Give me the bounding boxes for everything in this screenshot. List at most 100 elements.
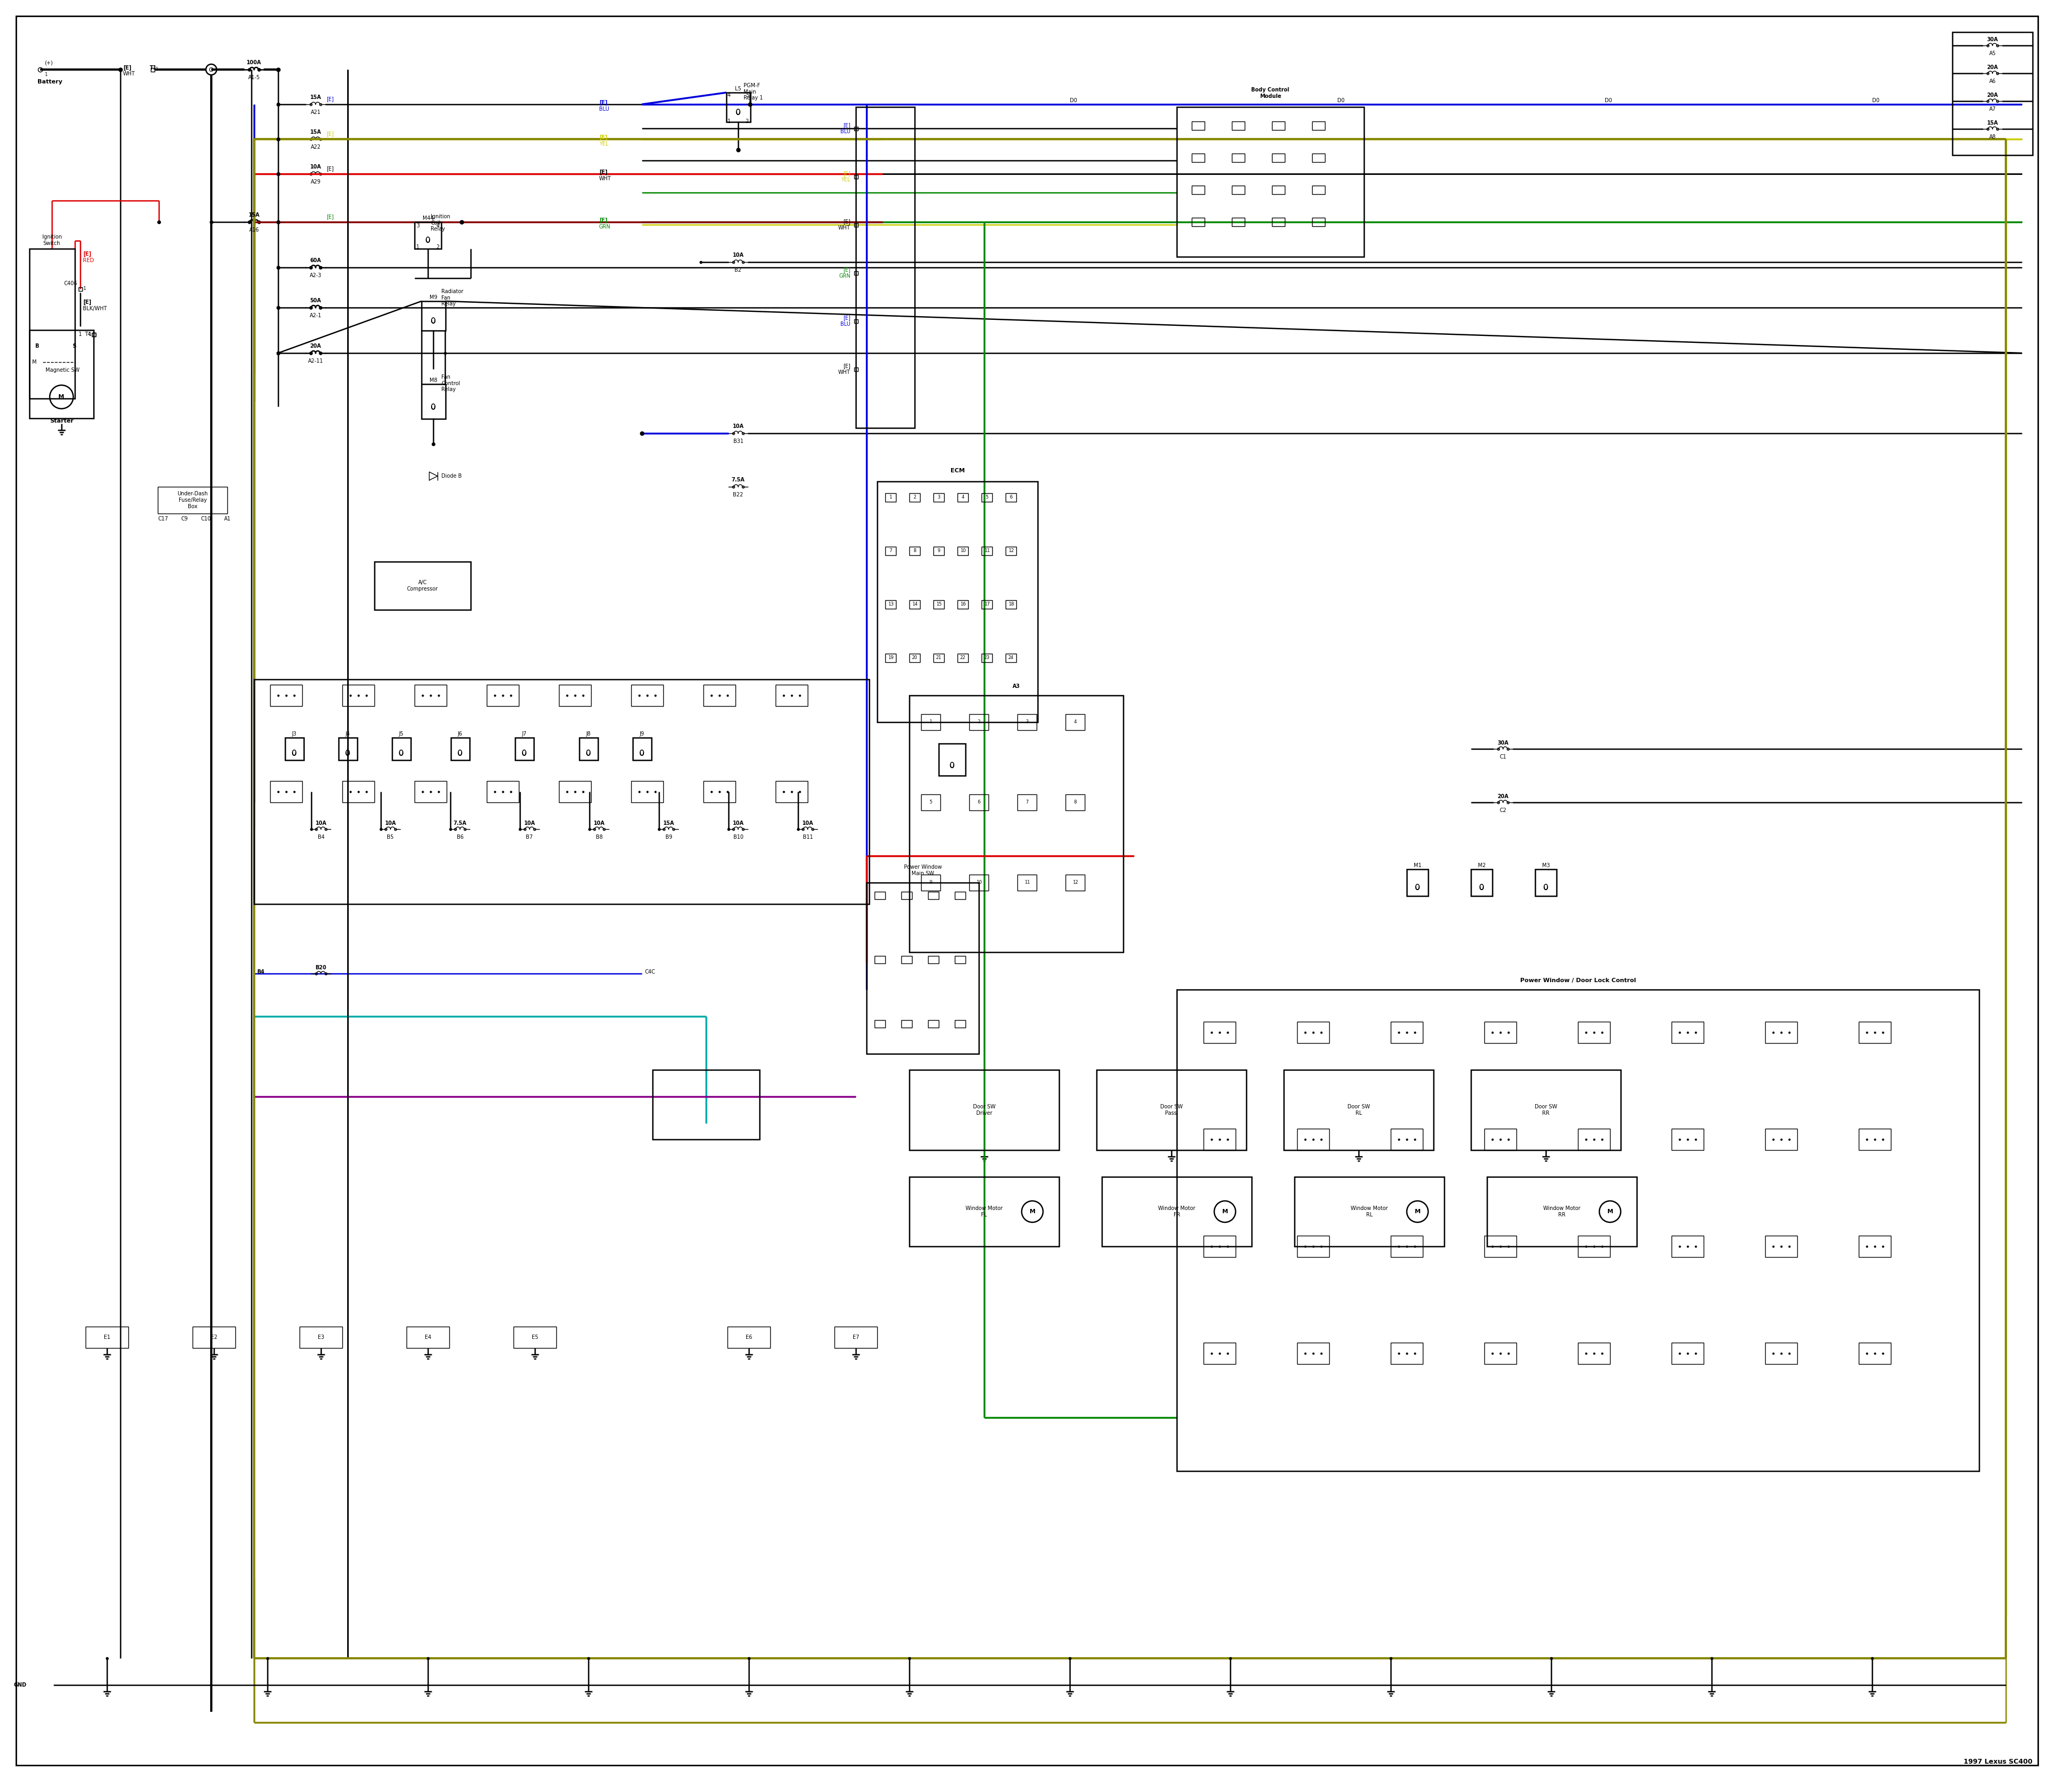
Text: 7: 7: [1025, 799, 1029, 805]
Text: Window Motor
RR: Window Motor RR: [1543, 1206, 1580, 1217]
Bar: [1953, 32, 2033, 156]
Text: M: M: [60, 394, 64, 400]
Text: 10A: 10A: [801, 821, 813, 826]
Text: 8: 8: [1074, 799, 1076, 805]
Bar: [1313, 186, 1325, 194]
Bar: [854, 367, 859, 371]
Text: [E]
WHT: [E] WHT: [838, 219, 850, 231]
Bar: [854, 176, 859, 179]
Text: 10: 10: [959, 548, 965, 554]
Bar: [1271, 217, 1286, 226]
Bar: [343, 685, 374, 706]
Text: 8: 8: [914, 548, 916, 554]
Bar: [452, 738, 470, 760]
Bar: [1391, 1342, 1423, 1364]
Bar: [957, 547, 967, 556]
Text: C9: C9: [181, 516, 189, 521]
Bar: [1271, 186, 1286, 194]
Text: Door SW
RL: Door SW RL: [1347, 1104, 1370, 1116]
Bar: [1204, 1129, 1237, 1150]
Bar: [727, 1326, 770, 1348]
Bar: [955, 1020, 965, 1027]
Text: 10A: 10A: [733, 253, 744, 258]
Text: A2-1: A2-1: [310, 314, 322, 319]
Bar: [957, 600, 967, 609]
Bar: [727, 93, 750, 122]
Text: Power Window / Door Lock Control: Power Window / Door Lock Control: [1520, 978, 1635, 984]
Text: 9: 9: [937, 548, 941, 554]
Text: A/C
Compressor: A/C Compressor: [407, 581, 438, 591]
Text: [E]
GRN: [E] GRN: [838, 267, 850, 278]
Text: 18: 18: [1009, 602, 1015, 607]
Text: 2: 2: [746, 118, 750, 124]
Bar: [158, 487, 228, 514]
Bar: [579, 738, 598, 760]
Text: ECM: ECM: [951, 468, 965, 473]
Bar: [902, 892, 912, 900]
Bar: [955, 955, 965, 964]
Text: M: M: [1029, 1210, 1035, 1215]
Text: E4: E4: [425, 1335, 431, 1340]
Text: B4: B4: [257, 969, 265, 975]
Bar: [982, 547, 992, 556]
Text: B2: B2: [735, 267, 741, 272]
Text: 1: 1: [417, 244, 419, 249]
Text: Door SW
Pass.: Door SW Pass.: [1161, 1104, 1183, 1116]
Bar: [702, 685, 735, 706]
Text: 10A: 10A: [733, 423, 744, 428]
Text: 15A: 15A: [310, 95, 320, 100]
Text: A2-11: A2-11: [308, 358, 322, 364]
Bar: [29, 249, 74, 398]
Bar: [339, 738, 357, 760]
Text: 15A: 15A: [663, 821, 674, 826]
Text: (+): (+): [45, 59, 53, 65]
Bar: [1577, 1129, 1610, 1150]
Text: 7.5A: 7.5A: [731, 477, 746, 482]
Text: 14: 14: [912, 602, 918, 607]
Bar: [1485, 1236, 1516, 1256]
Bar: [857, 108, 914, 428]
Text: 21: 21: [937, 656, 941, 661]
Text: 10A: 10A: [594, 821, 604, 826]
Bar: [982, 654, 992, 663]
Text: M8: M8: [429, 378, 438, 383]
Text: B11: B11: [803, 835, 813, 840]
Bar: [910, 1070, 1060, 1150]
Text: 1: 1: [928, 720, 933, 724]
Text: 5: 5: [986, 495, 988, 500]
Text: Door SW
Driver: Door SW Driver: [974, 1104, 996, 1116]
Bar: [1204, 1236, 1237, 1256]
Bar: [255, 679, 869, 903]
Bar: [1764, 1021, 1797, 1043]
Bar: [86, 1326, 127, 1348]
Text: PGM-F
Main
Relay 1: PGM-F Main Relay 1: [744, 82, 762, 100]
Bar: [957, 493, 967, 502]
Bar: [1017, 794, 1037, 810]
Bar: [653, 1070, 760, 1140]
Text: B20: B20: [316, 966, 327, 969]
Text: 16: 16: [959, 602, 965, 607]
Bar: [902, 955, 912, 964]
Text: 7: 7: [889, 548, 891, 554]
Bar: [1284, 1070, 1434, 1150]
Text: 11: 11: [984, 548, 990, 554]
Bar: [1672, 1342, 1703, 1364]
Text: 7.5A: 7.5A: [454, 821, 466, 826]
Bar: [1191, 122, 1204, 131]
Text: A2-3: A2-3: [310, 272, 322, 278]
Text: 9: 9: [928, 880, 933, 885]
Bar: [939, 744, 965, 776]
Text: C406: C406: [64, 281, 78, 287]
Text: 10A: 10A: [733, 821, 744, 826]
Bar: [1006, 547, 1017, 556]
Bar: [1485, 1021, 1516, 1043]
Text: 2: 2: [978, 720, 980, 724]
Text: 2: 2: [435, 244, 440, 249]
Bar: [1298, 1236, 1329, 1256]
Text: 22: 22: [959, 656, 965, 661]
Text: 6: 6: [978, 799, 980, 805]
Bar: [1471, 1070, 1621, 1150]
Bar: [407, 1326, 450, 1348]
Bar: [415, 685, 446, 706]
Bar: [1271, 122, 1286, 131]
